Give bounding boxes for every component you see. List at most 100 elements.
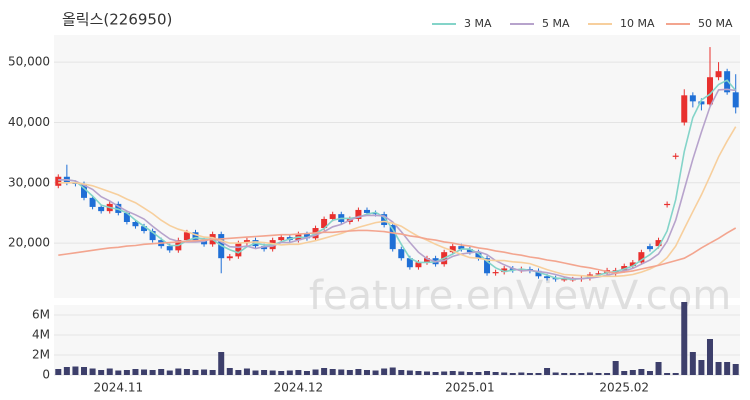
price-panel [54,35,740,298]
volume-panel [54,305,740,375]
volume-bar [706,339,713,375]
candle-body [406,258,413,268]
y-tick-label: 6M [32,308,50,322]
candle-body [55,176,62,186]
y-tick-label: 2M [32,348,50,362]
volume-bar [535,373,542,375]
volume-bar [278,371,285,375]
candle-body [363,209,370,213]
volume-bar [252,370,259,375]
candle-body [595,273,602,275]
candle-body [183,232,190,241]
volume-bar [475,372,482,375]
candle-body [646,246,653,250]
ma-line [58,79,737,281]
candle-body [561,279,568,281]
volume-bar [732,364,739,375]
volume-bar [166,370,173,375]
volume-bar [192,370,199,375]
volume-bar [646,371,653,375]
volume-bar [63,367,70,375]
candle-body [355,209,362,219]
candle-body [415,262,422,268]
candle-body [449,246,456,253]
candle-body [398,249,405,259]
candle-body [689,95,696,102]
x-tick-label: 2025.01 [445,381,495,395]
candle-body [681,95,688,123]
ma-line [58,126,737,278]
volume-bar [158,369,165,375]
volume-bar [363,370,370,375]
volume-bar [441,371,448,375]
candle-body [715,71,722,78]
volume-bar [664,373,671,375]
candle-body [123,212,130,222]
volume-bar [338,369,345,375]
volume-bar [578,373,585,375]
volume-bar [569,373,576,375]
candle-body [501,268,508,273]
volume-bar [466,372,473,375]
volume-bar [458,371,465,375]
candle-body [672,155,679,157]
volume-bar [106,368,113,375]
volume-bar [226,368,233,375]
candle-body [98,206,105,212]
candle-body [261,246,268,250]
volume-bar [655,362,662,375]
candle-body [235,243,242,257]
candle-body [303,234,310,239]
volume-bar [715,362,722,375]
volume-bar [269,370,276,375]
volume-bar [355,369,362,375]
volume-bar [398,370,405,375]
ma-line [58,88,736,280]
volume-bar [681,302,688,375]
candle-body [81,183,88,198]
candle-body [132,221,139,227]
candle-body [509,268,516,271]
candle-body [243,240,250,244]
candle-body [115,203,122,213]
candle-body [226,256,233,259]
volume-bar [123,370,130,375]
volume-bar [604,373,611,375]
candle-body [321,218,328,229]
volume-bar [141,369,148,375]
volume-bar [552,372,559,375]
candle-body [329,214,336,219]
volume-bar [629,370,636,375]
candle-body [381,214,388,226]
volume-bar [698,360,705,375]
candle-body [535,270,542,277]
candle-body [544,276,551,279]
volume-bar [449,371,456,375]
candle-body [192,232,199,241]
y-tick-label: 40,000 [8,115,50,129]
y-tick-label: 20,000 [8,236,50,250]
volume-bar [201,369,208,375]
candle-body [706,77,713,105]
y-tick-label: 30,000 [8,175,50,189]
volume-bar [98,370,105,375]
volume-bar [612,361,619,375]
volume-bar [492,372,499,375]
volume-bar [672,373,679,375]
volume-bar [501,372,508,375]
candle-body [458,246,465,250]
candle-body [629,262,636,267]
candle-body [484,258,491,274]
volume-bar [175,368,182,375]
y-tick-label: 50,000 [8,55,50,69]
y-tick-label: 4M [32,328,50,342]
candle-body [475,252,482,259]
candle-body [166,246,173,251]
ma-line [58,227,737,275]
volume-bar [218,352,225,375]
chart-title: 올릭스(226950) [62,11,172,29]
volume-bar [389,367,396,375]
candle-body [638,252,645,263]
volume-bar [295,370,302,375]
candle-body [278,237,285,241]
